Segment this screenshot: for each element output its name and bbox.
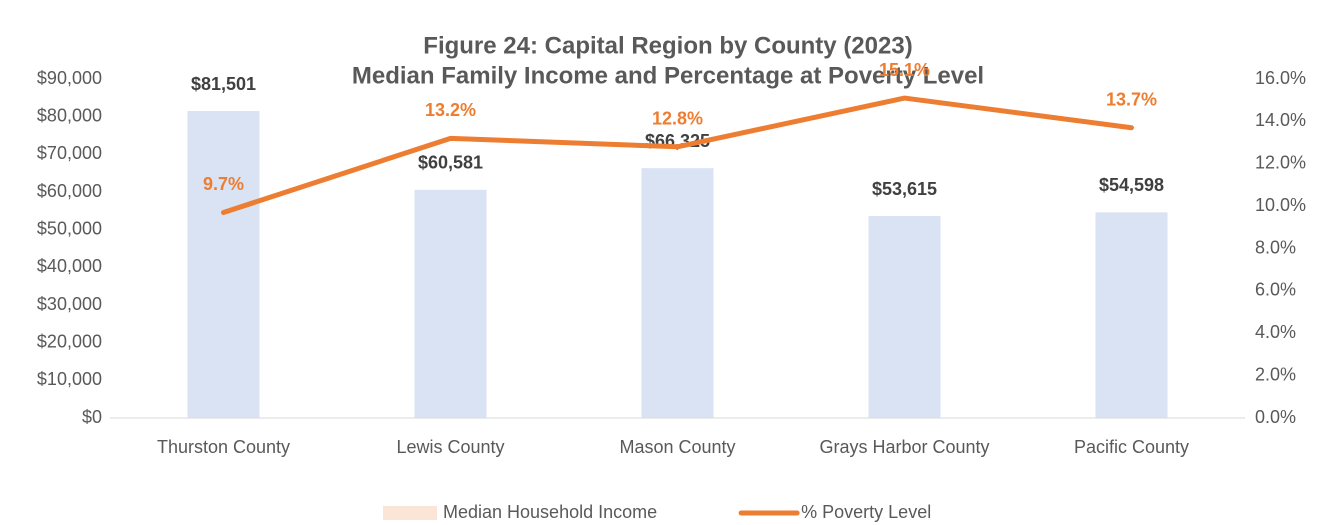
- bar: [641, 168, 714, 418]
- x-tick-label: Thurston County: [157, 437, 290, 457]
- y2-tick-label: 2.0%: [1255, 364, 1296, 384]
- line-value-label: 13.7%: [1106, 89, 1157, 109]
- line: [221, 95, 1134, 215]
- y-tick-label: $60,000: [37, 181, 102, 201]
- bar-value-label: $53,615: [872, 179, 937, 199]
- chart-subtitle: Median Family Income and Percentage at P…: [352, 62, 984, 89]
- bar-value-label: $81,501: [191, 74, 256, 94]
- chart-title: Figure 24: Capital Region by County (202…: [423, 32, 912, 59]
- x-tick-label: Lewis County: [396, 437, 504, 457]
- y-tick-label: $0: [82, 407, 102, 427]
- y2-tick-label: 8.0%: [1255, 237, 1296, 257]
- line-value-label: 12.8%: [652, 109, 703, 129]
- bar: [187, 111, 260, 418]
- y-tick-label: $20,000: [37, 331, 102, 351]
- bar: [414, 189, 487, 418]
- y2-tick-label: 0.0%: [1255, 407, 1296, 427]
- y2-tick-label: 12.0%: [1255, 153, 1306, 173]
- y2-tick-label: 10.0%: [1255, 195, 1306, 215]
- y-tick-label: $50,000: [37, 218, 102, 238]
- y2-tick-label: 16.0%: [1255, 68, 1306, 88]
- legend-label: Median Household Income: [443, 502, 657, 522]
- bar: [868, 216, 941, 418]
- x-tick-label: Mason County: [619, 437, 735, 457]
- y2-tick-label: 4.0%: [1255, 322, 1296, 342]
- legend-swatch: [383, 506, 437, 520]
- y-tick-label: $90,000: [37, 68, 102, 88]
- x-tick-label: Pacific County: [1074, 437, 1189, 457]
- y-tick-label: $30,000: [37, 294, 102, 314]
- y-tick-label: $70,000: [37, 143, 102, 163]
- bar-value-label: $54,598: [1099, 175, 1164, 195]
- line-value-label: 9.7%: [203, 174, 244, 194]
- y2-tick-label: 14.0%: [1255, 110, 1306, 130]
- line-value-label: 15.1%: [879, 60, 930, 80]
- y2-tick-label: 6.0%: [1255, 280, 1296, 300]
- bar-value-label: $60,581: [418, 153, 483, 173]
- line-value-label: 13.2%: [425, 100, 476, 120]
- y-tick-label: $40,000: [37, 256, 102, 276]
- x-tick-label: Grays Harbor County: [819, 437, 989, 457]
- y-tick-label: $80,000: [37, 105, 102, 125]
- y-tick-label: $10,000: [37, 369, 102, 389]
- legend-label: % Poverty Level: [801, 502, 931, 522]
- bar: [1095, 212, 1168, 418]
